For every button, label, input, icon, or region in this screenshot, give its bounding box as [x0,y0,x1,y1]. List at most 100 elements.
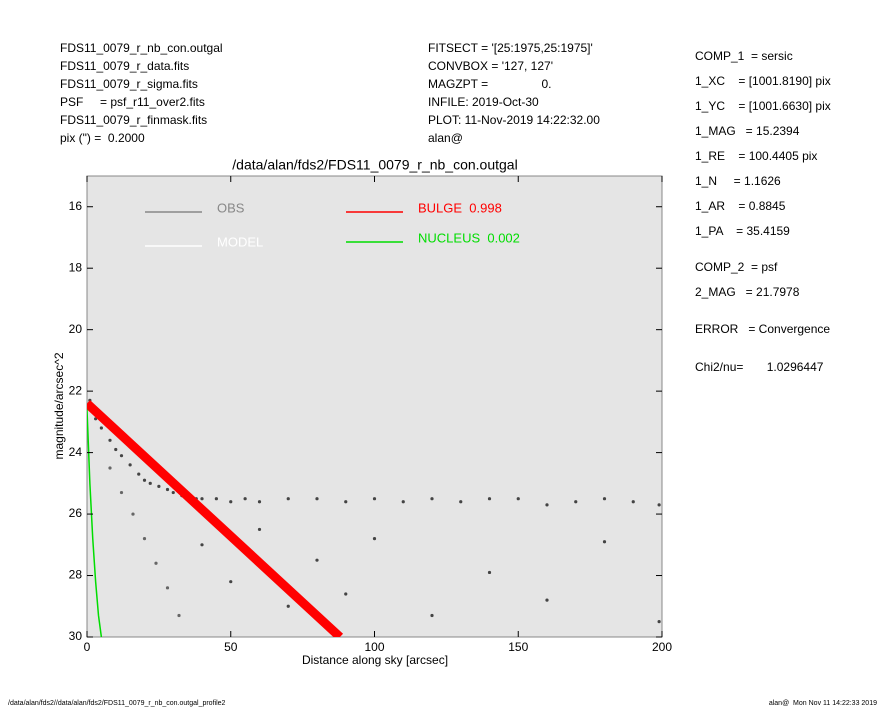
obs-point [631,500,635,504]
obs-point [142,537,147,541]
header-middle-line: FITSECT = '[25:1975,25:1975]' [428,41,593,55]
legend-label: BULGE 0.998 [418,200,502,215]
obs-point [315,497,319,501]
obs-point [137,472,141,476]
header-middle-line: INFILE: 2019-Oct-30 [428,95,539,109]
header-right-line: 2_MAG = 21.7978 [695,285,800,299]
obs-point [154,561,158,565]
y-axis-label: magnitude/arcsec^2 [52,352,66,459]
y-tick-label: 28 [69,568,83,582]
obs-point [214,497,218,501]
header-left-line: FDS11_0079_r_nb_con.outgal [60,41,223,55]
header-middle-line: PLOT: 11-Nov-2019 14:22:32.00 [428,113,600,127]
obs-point [516,497,520,501]
obs-point [114,447,118,452]
obs-point [602,497,607,501]
obs-point [602,540,607,544]
header-right-line: ERROR = Convergence [695,322,830,336]
footer-left: /data/alan/fds2//data/alan/fds2/FDS11_00… [8,700,226,707]
obs-point [131,512,135,516]
y-tick-label: 20 [69,322,83,336]
obs-point [108,438,112,442]
header-right-line: 1_XC = [1001.8190] pix [695,74,831,88]
header-right-line: COMP_2 = psf [695,260,778,274]
obs-point [657,620,661,624]
legend-label: NUCLEUS 0.002 [418,230,520,245]
header-right-line: 1_PA = 35.4159 [695,224,790,238]
obs-point [487,497,492,501]
header-right-line: COMP_1 = sersic [695,49,793,63]
obs-point [257,527,262,532]
obs-point [177,613,181,618]
obs-point [200,497,204,501]
obs-point [545,503,549,507]
y-tick-label: 22 [69,383,83,397]
obs-point [315,558,319,562]
obs-point [229,580,233,584]
profile-line [87,400,344,637]
x-tick-label: 100 [364,640,384,654]
obs-point [257,500,262,504]
obs-point [243,497,247,501]
x-tick-label: 150 [508,640,528,654]
obs-point [200,543,204,547]
obs-point [657,503,661,507]
obs-point [108,466,112,470]
obs-point [430,613,434,618]
obs-point [430,497,434,501]
obs-point [165,586,170,590]
header-middle-line: alan@ [428,131,463,145]
header-left-line: PSF = psf_r11_over2.fits [60,95,205,109]
header-left-line: FDS11_0079_r_sigma.fits [60,77,198,91]
obs-point [229,500,233,504]
y-tick-label: 24 [69,445,83,459]
obs-point [401,500,405,504]
legend-label: OBS [217,200,245,215]
header-left-line: FDS11_0079_r_finmask.fits [60,113,207,127]
obs-point [286,604,290,608]
header-middle-line: CONVBOX = '127, 127' [428,59,553,73]
footer-right: alan@ Mon Nov 11 14:22:33 2019 [769,700,877,707]
obs-point [128,463,132,467]
plot-marks [87,398,661,637]
header-right-line: 1_MAG = 15.2394 [695,124,800,138]
obs-point [344,592,348,596]
y-tick-label: 18 [69,260,83,274]
header-right-line: Chi2/nu= 1.0296447 [695,360,824,374]
header-left-line: pix (") = 0.2000 [60,131,145,145]
obs-point [545,598,549,602]
profile-line [87,409,103,637]
x-tick-label: 0 [84,640,91,654]
obs-point [142,478,147,482]
obs-point [148,481,152,485]
obs-point [372,497,377,501]
legend-label: MODEL [217,234,263,249]
obs-point [171,490,175,495]
obs-point [99,426,103,430]
y-tick-label: 26 [69,506,83,520]
obs-point [487,570,492,575]
x-axis-label: Distance along sky [arcsec] [302,653,448,667]
obs-point [165,487,170,492]
plot-area [86,175,663,638]
chart-title: /data/alan/fds2/FDS11_0079_r_nb_con.outg… [232,157,517,173]
header-right-line: 1_RE = 100.4405 pix [695,149,817,163]
x-tick-label: 50 [224,640,238,654]
header-middle-line: MAGZPT = 0. [428,77,551,91]
header-right-line: 1_N = 1.1626 [695,174,781,188]
y-tick-label: 16 [69,199,83,213]
obs-point [119,454,124,458]
obs-point [286,497,290,501]
obs-point [372,537,377,541]
x-tick-label: 200 [652,640,672,654]
obs-point [119,490,124,495]
header-right-line: 1_AR = 0.8845 [695,199,786,213]
y-tick-label: 30 [69,629,83,643]
header-left-line: FDS11_0079_r_data.fits [60,59,189,73]
obs-point [157,484,161,489]
obs-point [459,500,463,504]
obs-point [574,500,578,504]
obs-point [344,500,348,504]
header-right-line: 1_YC = [1001.6630] pix [695,99,831,113]
